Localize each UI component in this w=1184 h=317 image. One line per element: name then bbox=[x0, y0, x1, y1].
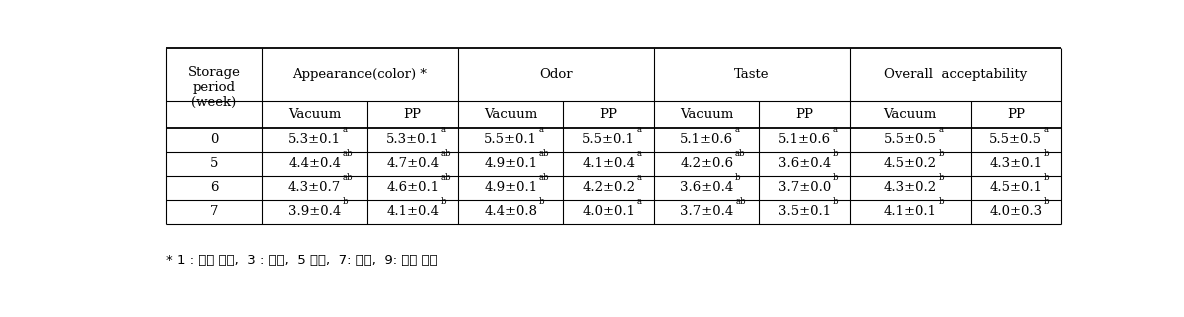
Text: 4.0±0.1: 4.0±0.1 bbox=[583, 205, 635, 218]
Text: b: b bbox=[939, 197, 944, 206]
Text: b: b bbox=[834, 173, 838, 182]
Text: 6: 6 bbox=[210, 181, 218, 194]
Text: 3.7±0.0: 3.7±0.0 bbox=[778, 181, 831, 194]
Text: ab: ab bbox=[539, 149, 549, 158]
Text: Vacuum: Vacuum bbox=[680, 108, 733, 121]
Text: 4.0±0.3: 4.0±0.3 bbox=[989, 205, 1042, 218]
Text: * 1 : 매우 나쁩,  3 : 나쁩,  5 보통,  7: 좋음,  9: 매우 좋음: * 1 : 매우 나쁩, 3 : 나쁩, 5 보통, 7: 좋음, 9: 매우 … bbox=[166, 254, 438, 267]
Text: PP: PP bbox=[1006, 108, 1025, 121]
Text: 5.1±0.6: 5.1±0.6 bbox=[778, 133, 831, 146]
Text: 5.5±0.5: 5.5±0.5 bbox=[990, 133, 1042, 146]
Text: b: b bbox=[939, 173, 944, 182]
Text: 4.5±0.2: 4.5±0.2 bbox=[883, 157, 937, 170]
Text: 0: 0 bbox=[210, 133, 218, 146]
Text: PP: PP bbox=[796, 108, 813, 121]
Text: 5.5±0.1: 5.5±0.1 bbox=[484, 133, 538, 146]
Text: Odor: Odor bbox=[539, 68, 573, 81]
Text: a: a bbox=[637, 125, 642, 134]
Text: 3.7±0.4: 3.7±0.4 bbox=[680, 205, 733, 218]
Text: 5.5±0.1: 5.5±0.1 bbox=[583, 133, 635, 146]
Text: 3.9±0.4: 3.9±0.4 bbox=[288, 205, 341, 218]
Text: b: b bbox=[539, 197, 545, 206]
Text: a: a bbox=[939, 125, 944, 134]
Text: 4.4±0.4: 4.4±0.4 bbox=[288, 157, 341, 170]
Text: a: a bbox=[1044, 125, 1049, 134]
Text: a: a bbox=[343, 125, 348, 134]
Text: a: a bbox=[637, 197, 642, 206]
Text: 4.9±0.1: 4.9±0.1 bbox=[484, 157, 538, 170]
Text: ab: ab bbox=[440, 173, 451, 182]
Text: ab: ab bbox=[539, 173, 549, 182]
Text: 4.1±0.1: 4.1±0.1 bbox=[883, 205, 937, 218]
Text: ab: ab bbox=[735, 197, 746, 206]
Text: 3.5±0.1: 3.5±0.1 bbox=[778, 205, 831, 218]
Text: ab: ab bbox=[343, 149, 354, 158]
Text: a: a bbox=[637, 149, 642, 158]
Text: 5.5±0.5: 5.5±0.5 bbox=[883, 133, 937, 146]
Text: a: a bbox=[539, 125, 543, 134]
Text: PP: PP bbox=[404, 108, 422, 121]
Text: a: a bbox=[834, 125, 838, 134]
Text: ab: ab bbox=[343, 173, 354, 182]
Text: 7: 7 bbox=[210, 205, 218, 218]
Text: 4.6±0.1: 4.6±0.1 bbox=[386, 181, 439, 194]
Text: b: b bbox=[735, 173, 741, 182]
Text: PP: PP bbox=[599, 108, 618, 121]
Text: Vacuum: Vacuum bbox=[484, 108, 538, 121]
Text: ab: ab bbox=[735, 149, 746, 158]
Text: b: b bbox=[834, 197, 838, 206]
Text: ab: ab bbox=[440, 149, 451, 158]
Text: b: b bbox=[1044, 197, 1050, 206]
Text: 4.3±0.1: 4.3±0.1 bbox=[989, 157, 1042, 170]
Text: 3.6±0.4: 3.6±0.4 bbox=[778, 157, 831, 170]
Text: Storage
period
(week): Storage period (week) bbox=[187, 66, 240, 109]
Text: 4.3±0.7: 4.3±0.7 bbox=[288, 181, 341, 194]
Text: 5: 5 bbox=[210, 157, 218, 170]
Text: a: a bbox=[637, 173, 642, 182]
Text: 4.4±0.8: 4.4±0.8 bbox=[484, 205, 538, 218]
Text: Vacuum: Vacuum bbox=[883, 108, 937, 121]
Text: b: b bbox=[834, 149, 838, 158]
Text: b: b bbox=[939, 149, 944, 158]
Text: b: b bbox=[440, 197, 446, 206]
Text: Vacuum: Vacuum bbox=[288, 108, 341, 121]
Text: 5.3±0.1: 5.3±0.1 bbox=[386, 133, 439, 146]
Text: 4.3±0.2: 4.3±0.2 bbox=[883, 181, 937, 194]
Text: 4.9±0.1: 4.9±0.1 bbox=[484, 181, 538, 194]
Text: 4.1±0.4: 4.1±0.4 bbox=[583, 157, 635, 170]
Text: a: a bbox=[735, 125, 740, 134]
Text: 3.6±0.4: 3.6±0.4 bbox=[680, 181, 733, 194]
Text: Appearance(color) *: Appearance(color) * bbox=[292, 68, 427, 81]
Text: b: b bbox=[1044, 173, 1049, 182]
Text: 5.3±0.1: 5.3±0.1 bbox=[288, 133, 341, 146]
Text: 5.1±0.6: 5.1±0.6 bbox=[680, 133, 733, 146]
Text: 4.2±0.6: 4.2±0.6 bbox=[680, 157, 733, 170]
Text: 4.5±0.1: 4.5±0.1 bbox=[990, 181, 1042, 194]
Text: b: b bbox=[343, 197, 348, 206]
Text: a: a bbox=[440, 125, 446, 134]
Text: 4.1±0.4: 4.1±0.4 bbox=[386, 205, 439, 218]
Text: Overall  acceptability: Overall acceptability bbox=[883, 68, 1027, 81]
Text: Taste: Taste bbox=[734, 68, 770, 81]
Text: b: b bbox=[1044, 149, 1050, 158]
Text: 4.7±0.4: 4.7±0.4 bbox=[386, 157, 439, 170]
Text: 4.2±0.2: 4.2±0.2 bbox=[583, 181, 635, 194]
